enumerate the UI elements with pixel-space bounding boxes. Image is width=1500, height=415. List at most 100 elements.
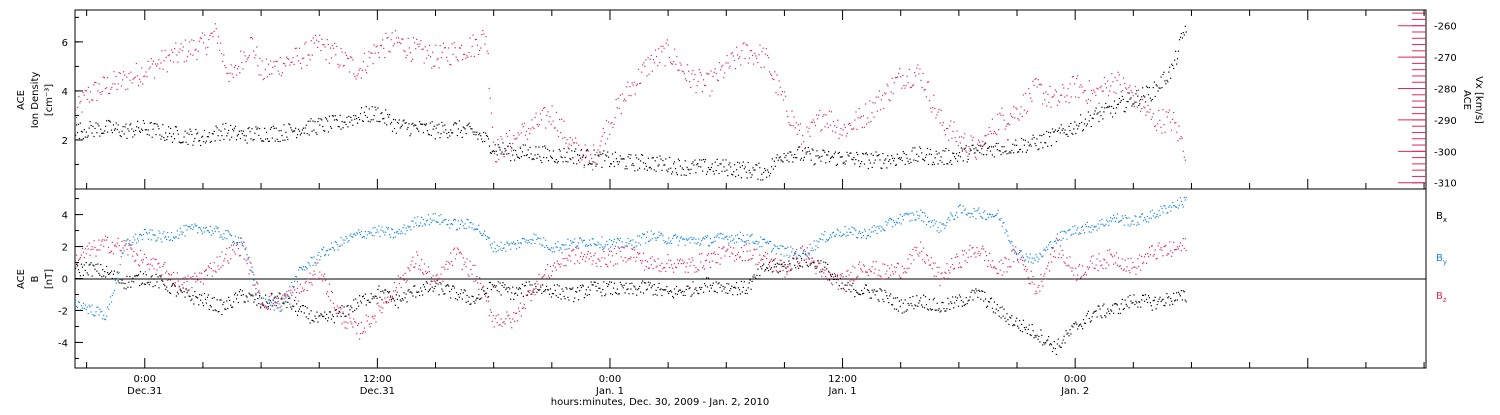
bx-series-point-867: [915, 305, 916, 306]
vx-series-point-26: [103, 77, 104, 78]
by-series-point-560: [618, 239, 619, 240]
bz-series-point-90: [162, 266, 163, 267]
bx-series-point-1076: [1118, 313, 1119, 314]
density-series-point-190: [259, 128, 260, 129]
bz-series-point-445: [506, 311, 507, 312]
bx-series-point-127: [198, 304, 199, 305]
by-series-point-250: [317, 255, 318, 256]
vx-series-point-829: [959, 137, 960, 138]
density-series-point-680: [734, 164, 735, 165]
vx-series-point-132: [216, 28, 217, 29]
density-series-point-540: [598, 156, 599, 157]
density-series-point-805: [855, 159, 856, 160]
by-series-point-640: [695, 239, 696, 240]
bx-series-point-822: [872, 290, 873, 291]
bx-series-point-1059: [1101, 317, 1102, 318]
bx-series-point-465: [526, 282, 527, 283]
vx-series-point-870: [1003, 115, 1004, 116]
density-series-point-560: [618, 164, 619, 165]
density-series-point-221: [289, 124, 290, 125]
bx-series-point-435: [497, 290, 498, 291]
vx-series-point-707: [829, 111, 830, 112]
vx-series-point-116: [199, 41, 200, 42]
bx-series-point-273: [340, 307, 341, 308]
by-series-point-594: [651, 230, 652, 231]
by-series-point-169: [239, 242, 240, 243]
vx-series-point-19: [95, 82, 96, 83]
vx-series-point-623: [739, 56, 740, 57]
density-series-point-862: [910, 162, 911, 163]
bz-series-point-228: [296, 292, 297, 293]
vx-series-point-610: [725, 62, 726, 63]
bx-series-point-416: [478, 294, 479, 295]
by-series-point-351: [415, 222, 416, 223]
vx-series-point-343: [441, 57, 442, 58]
bz-series-point-473: [533, 292, 534, 293]
vx-series-point-185: [272, 67, 273, 68]
bx-series-point-1066: [1108, 311, 1109, 312]
vx-series-point-470: [576, 142, 577, 143]
bz-series-point-460: [521, 316, 522, 317]
bz-series-point-104: [176, 278, 177, 279]
by-series-point-854: [903, 219, 904, 220]
bx-series-point-38: [112, 278, 113, 279]
vx-series-point-672: [791, 111, 792, 112]
by-series-point-335: [400, 233, 401, 234]
by-series-point-541: [599, 247, 600, 248]
by-series-point-302: [368, 231, 369, 232]
density-series-point-752: [804, 157, 805, 158]
by-series-point-457: [518, 243, 519, 244]
density-series-point-358: [422, 124, 423, 125]
density-series-point-67: [140, 132, 141, 133]
bx-series-point-672: [726, 283, 727, 284]
bx-series-point-438: [500, 282, 501, 283]
bx-series-point-626: [682, 291, 683, 292]
bx-series-point-640: [695, 287, 696, 288]
vx-series-point-182: [269, 74, 270, 75]
by-series-point-820: [870, 236, 871, 237]
bz-series-point-25: [99, 250, 100, 251]
vx-series-point-288: [382, 39, 383, 40]
bx-series-point-1082: [1124, 308, 1125, 309]
bx-series-point-209: [278, 298, 279, 299]
bx-series-point-241: [309, 313, 310, 314]
density-series-point-537: [595, 166, 596, 167]
by-series-point-249: [316, 259, 317, 260]
bx-series-point-649: [704, 283, 705, 284]
density-series-point-138: [209, 132, 210, 133]
vx-series-point-563: [675, 64, 676, 65]
bz-series-point-28: [102, 239, 103, 240]
vx-series-point-830: [960, 142, 961, 143]
vx-series-point-715: [837, 120, 838, 121]
density-series-point-40: [114, 130, 115, 131]
by-series-point-37: [111, 301, 112, 302]
by-series-point-1083: [1125, 215, 1126, 216]
vx-series-point-243: [334, 43, 335, 44]
density-series-point-826: [876, 151, 877, 152]
vx-series-point-606: [721, 66, 722, 67]
vx-series-point-601: [716, 73, 717, 74]
density-series-point-363: [427, 130, 428, 131]
by-series-point-1016: [1060, 232, 1061, 233]
vx-series-point-39: [117, 89, 118, 90]
vx-series-point-828: [958, 145, 959, 146]
by-series-point-100: [172, 240, 173, 241]
bz-series-point-321: [386, 303, 387, 304]
bx-series-point-495: [555, 290, 556, 291]
bx-series-point-553: [611, 282, 612, 283]
vx-series-point-895: [1029, 93, 1030, 94]
vx-series-point-619: [735, 68, 736, 69]
bx-series-point-918: [965, 304, 966, 305]
by-series-point-1127: [1167, 212, 1168, 213]
by-series-point-478: [538, 238, 539, 239]
by-series-point-816: [866, 238, 867, 239]
bx-series-point-206: [275, 296, 276, 297]
vx-series-point-41: [119, 72, 120, 73]
density-series-point-694: [748, 162, 749, 163]
vx-series-point-519: [628, 95, 629, 96]
density-series-point-616: [672, 171, 673, 172]
density-series-point-1039: [1082, 130, 1083, 131]
density-series-point-590: [647, 170, 648, 171]
bx-series-point-838: [887, 298, 888, 299]
bx-series-point-332: [397, 299, 398, 300]
